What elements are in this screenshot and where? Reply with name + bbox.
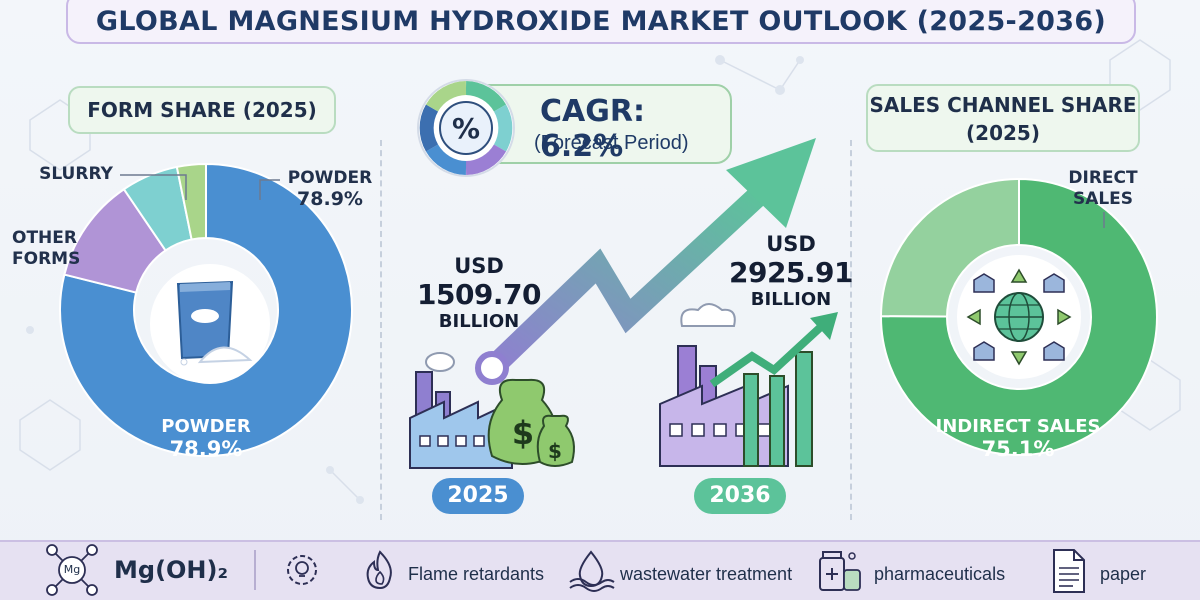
sales-inner-label: INDIRECT SALES 75.1% [928,416,1108,460]
form-share-donut [59,162,353,457]
title-banner: GLOBAL MAGNESIUM HYDROXIDE MARKET OUTLOO… [66,0,1136,44]
sales-inner-name: INDIRECT SALES [935,416,1101,437]
page-title: GLOBAL MAGNESIUM HYDROXIDE MARKET OUTLOO… [95,5,1107,37]
callout-powder-name: POWDER [287,168,373,188]
factory-money-bags-icon: $ $ [409,352,575,469]
powder-bag-icon [150,264,270,384]
market-2036-value: USD 2925.91 BILLION [716,232,866,310]
formula-text: Mg(OH)₂ [114,556,228,584]
gear-bulb-icon [287,555,317,585]
callout-powder-value: 78.9% [297,188,363,210]
molecule-label: Mg [63,563,81,576]
market-2025-value: USD 1509.70 BILLION [404,254,554,332]
bottom-separator [254,550,256,590]
cagr-subtitle: (Forecast Period) [534,132,689,154]
market-2036-unit: BILLION [750,289,832,310]
market-2025-amount: 1509.70 [416,278,542,311]
callout-slurry: SLURRY [39,164,113,184]
sales-channel-slice-0 [880,177,1158,456]
callout-other-forms: OTHER FORMS [12,228,81,269]
market-2025-unit: BILLION [438,311,520,332]
bottom-item-wastewater-treatment: wastewater treatment [620,563,793,584]
sales-channel-header: SALES CHANNEL SHARE (2025) [866,84,1140,152]
factory-growth-chart-icon [659,303,838,467]
form-share-slice-3 [175,162,207,241]
percent-gauge-icon: % [417,79,515,177]
callout-lines-form [120,174,280,200]
globe-warehouses-icon [957,255,1081,379]
year-2036-pill: 2036 [694,478,786,514]
divider-right [850,140,852,520]
sales-channel-donut [879,177,1158,456]
form-inner-value: 78.9% [169,437,243,461]
year-2025-pill: 2025 [432,478,524,514]
callout-powder: POWDER 78.9% [280,168,380,210]
callout-direct-sales: DIRECT SALES [1060,168,1146,210]
sales-channel-header-line1: SALES CHANNEL SHARE [869,93,1137,117]
callout-direct-line1: DIRECT [1068,168,1138,188]
document-icon [1053,549,1085,593]
market-2036-amount: 2925.91 [728,256,854,289]
bottom-formula: Mg(OH)₂ [114,540,228,600]
form-share-slice-0 [59,162,353,457]
sales-channel-slice-1 [879,177,1020,318]
form-inner-name: POWDER [161,416,251,437]
sales-channel-header-line2: (2025) [966,121,1040,145]
cagr-box: CAGR: 6.2% (Forecast Period) [470,84,732,164]
cagr-title: CAGR: 6.2% [540,94,645,164]
divider-left [380,140,382,520]
pharma-bottle-icon [819,551,861,591]
sales-inner-value: 75.1% [981,437,1055,461]
water-drop-icon [569,550,615,592]
market-2036-currency: USD [766,232,816,256]
bottom-item-pharmaceuticals: pharmaceuticals [874,563,1006,584]
svg-text:$: $ [512,414,534,452]
growth-arrow [475,138,816,385]
callout-direct-line2: SALES [1072,189,1134,209]
market-2025-currency: USD [454,254,504,278]
form-share-header: FORM SHARE (2025) [68,86,336,134]
svg-text:%: % [452,112,480,145]
bottom-item-flame-retardants: Flame retardants [408,563,545,584]
callout-line-direct [1103,212,1105,228]
svg-text:$: $ [548,439,562,463]
form-inner-label: POWDER 78.9% [136,416,276,460]
flame-icon [366,550,392,590]
molecule-icon [46,544,98,596]
bottom-item-paper: paper [1100,563,1147,584]
